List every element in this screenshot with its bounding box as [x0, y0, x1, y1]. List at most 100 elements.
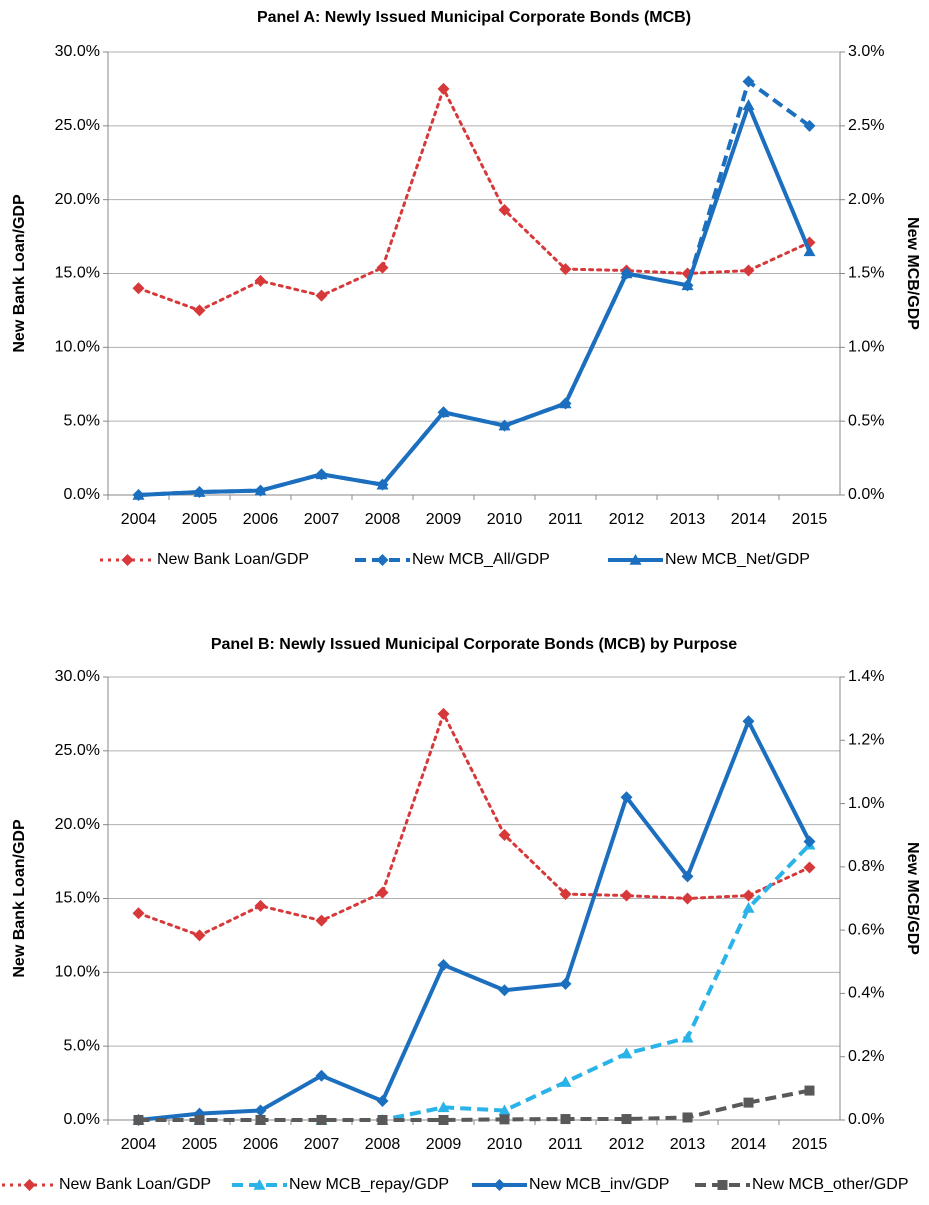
marker [437, 406, 450, 418]
marker [742, 715, 755, 728]
x-tick-label: 2004 [121, 511, 157, 528]
marker [254, 484, 267, 496]
marker [742, 889, 755, 902]
marker [620, 1047, 633, 1059]
marker [437, 82, 450, 95]
y-axis-label: New Bank Loan/GDP [11, 194, 28, 353]
marker [376, 261, 389, 274]
series-line [137, 712, 811, 937]
x-tick-label: 2013 [670, 511, 706, 528]
marker [682, 1112, 693, 1123]
legend-label: New MCB_Net/GDP [665, 551, 810, 568]
chart-title: Panel A: Newly Issued Municipal Corporat… [257, 9, 691, 26]
x-tick-label: 2004 [121, 1136, 157, 1153]
marker [681, 279, 694, 291]
marker [742, 264, 755, 277]
legend-label: New MCB_All/GDP [412, 551, 550, 568]
marker [193, 929, 206, 942]
marker [742, 75, 755, 88]
marker [194, 1115, 205, 1125]
x-tick-label: 2008 [365, 1136, 401, 1153]
y2-axis-label: New MCB/GDP [904, 217, 921, 330]
marker [559, 263, 572, 276]
marker [498, 204, 511, 217]
y-tick-label: 10.0% [55, 964, 100, 981]
marker [559, 977, 572, 990]
y-tick-label: 10.0% [55, 339, 100, 356]
legend-marker [23, 1179, 36, 1191]
x-tick-label: 2011 [548, 511, 583, 528]
marker [132, 282, 145, 295]
marker [498, 829, 511, 842]
series-line [138, 1088, 810, 1122]
y2-tick-label: 1.4% [848, 668, 884, 685]
chart-title: Panel B: Newly Issued Municipal Corporat… [211, 636, 737, 653]
y2-axis-label: New MCB/GDP [904, 842, 921, 955]
legend-marker [493, 1179, 506, 1191]
x-tick-label: 2007 [304, 1136, 340, 1153]
y2-tick-label: 2.5% [848, 117, 884, 134]
marker [133, 1115, 144, 1125]
marker [132, 489, 145, 500]
marker [437, 1101, 450, 1113]
legend-label: New Bank Loan/GDP [59, 1176, 211, 1193]
marker [315, 289, 328, 302]
y2-tick-label: 0.2% [848, 1048, 884, 1065]
y2-tick-label: 0.0% [848, 1111, 884, 1128]
marker [315, 914, 328, 927]
series-line [138, 719, 812, 1122]
legend-label: New MCB_repay/GDP [289, 1176, 449, 1193]
legend-label: New Bank Loan/GDP [157, 551, 309, 568]
y-tick-label: 5.0% [64, 412, 100, 429]
x-tick-label: 2010 [487, 511, 523, 528]
marker [681, 870, 694, 883]
marker [315, 468, 328, 480]
x-tick-label: 2014 [731, 1136, 767, 1153]
legend-marker [717, 1180, 728, 1190]
series-line [137, 87, 811, 312]
legend-marker [253, 1179, 266, 1190]
y-tick-label: 25.0% [55, 117, 100, 134]
y2-tick-label: 0.4% [848, 985, 884, 1002]
marker [681, 1031, 694, 1043]
marker [803, 245, 816, 257]
y2-tick-label: 0.5% [848, 412, 884, 429]
marker [803, 861, 816, 874]
x-tick-label: 2012 [609, 511, 645, 528]
y2-tick-label: 1.2% [848, 732, 884, 749]
x-tick-label: 2012 [609, 1136, 645, 1153]
x-tick-label: 2011 [548, 1136, 583, 1153]
legend-marker [121, 554, 134, 566]
panel: Panel B: Newly Issued Municipal Corporat… [2, 636, 921, 1193]
x-tick-label: 2006 [243, 511, 279, 528]
marker [560, 1114, 571, 1125]
marker [743, 1097, 754, 1108]
y2-tick-label: 1.0% [848, 339, 884, 356]
y-tick-label: 20.0% [55, 191, 100, 208]
marker [559, 397, 572, 409]
marker [376, 886, 389, 899]
y-tick-label: 5.0% [64, 1037, 100, 1054]
marker [255, 1115, 266, 1125]
panel: Panel A: Newly Issued Municipal Corporat… [11, 9, 921, 568]
marker [193, 304, 206, 317]
x-tick-label: 2009 [426, 1136, 462, 1153]
x-tick-label: 2010 [487, 1136, 523, 1153]
marker [499, 1114, 510, 1125]
marker [498, 419, 511, 431]
marker [559, 888, 572, 901]
y-tick-label: 30.0% [55, 668, 100, 685]
marker [681, 892, 694, 905]
series-line [138, 843, 811, 1122]
marker [742, 901, 755, 913]
y-tick-label: 0.0% [64, 486, 100, 503]
x-tick-label: 2015 [792, 511, 828, 528]
marker [804, 1085, 815, 1096]
legend-label: New MCB_inv/GDP [529, 1176, 669, 1193]
y-tick-label: 15.0% [55, 265, 100, 282]
y-tick-label: 0.0% [64, 1111, 100, 1128]
marker [254, 274, 267, 287]
x-tick-label: 2008 [365, 511, 401, 528]
marker [437, 707, 450, 720]
